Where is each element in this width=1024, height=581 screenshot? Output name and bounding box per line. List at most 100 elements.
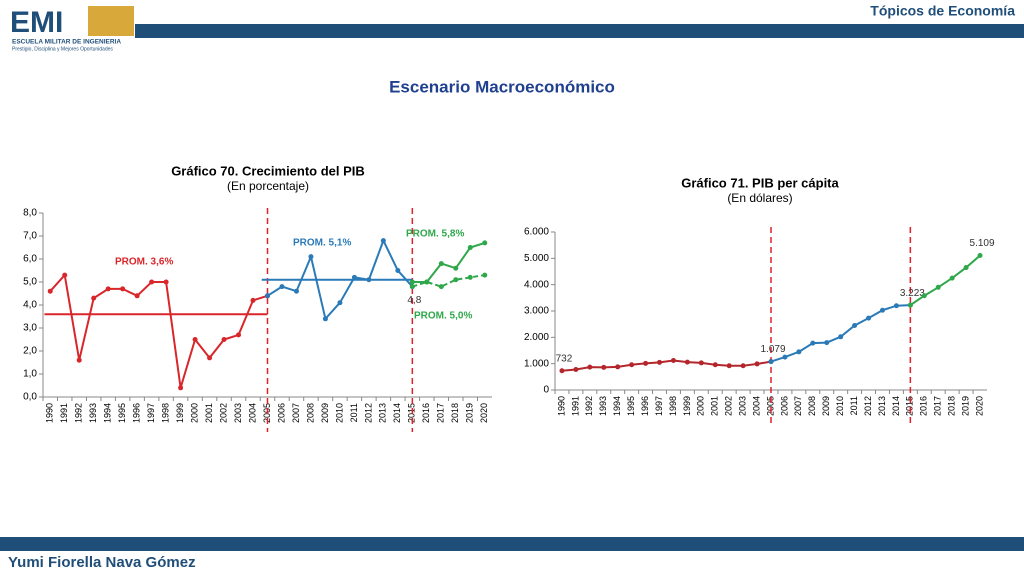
point <box>453 277 459 283</box>
point <box>192 337 198 342</box>
x-tick-label: 2010 <box>334 403 344 423</box>
y-tick-label: 1,0 <box>23 369 37 380</box>
x-tick-label: 1999 <box>175 403 185 423</box>
point <box>47 288 53 294</box>
y-tick-label: 0 <box>543 385 549 396</box>
chart-title: Gráfico 70. Crecimiento del PIB <box>171 163 365 178</box>
point <box>573 366 579 372</box>
x-tick-label: 2019 <box>465 403 475 423</box>
value-label: 5.109 <box>970 238 995 249</box>
average-label: PROM. 5,0% <box>414 311 472 322</box>
x-tick-label: 2018 <box>947 396 957 416</box>
y-tick-label: 1.000 <box>524 358 549 369</box>
point <box>893 303 899 309</box>
x-tick-label: 1990 <box>556 396 566 416</box>
x-tick-label: 1993 <box>598 396 608 416</box>
y-tick-label: 3,0 <box>23 323 37 334</box>
footer-bar <box>0 537 1024 551</box>
author: Yumi Fiorella Nava Gómez <box>8 554 196 571</box>
point <box>293 288 299 294</box>
y-tick-label: 4.000 <box>524 279 549 290</box>
point <box>963 265 969 271</box>
point <box>768 359 774 365</box>
y-tick-label: 2,0 <box>23 346 37 357</box>
point <box>782 354 788 360</box>
x-tick-label: 1991 <box>570 396 580 416</box>
point <box>91 295 97 301</box>
x-tick-label: 1999 <box>682 396 692 416</box>
x-tick-label: 1994 <box>612 396 622 416</box>
value-label: 3.223 <box>900 288 925 299</box>
value-label: 4,8 <box>407 295 421 306</box>
x-tick-label: 1996 <box>640 396 650 416</box>
x-tick-label: 2011 <box>849 396 859 415</box>
point <box>178 385 184 391</box>
point <box>163 279 169 285</box>
x-tick-label: 2008 <box>807 396 817 416</box>
series-line <box>909 254 981 306</box>
point <box>852 322 858 328</box>
x-tick-label: 2018 <box>450 403 460 423</box>
point <box>866 315 872 321</box>
average-label: PROM. 5,1% <box>293 238 351 249</box>
point <box>754 361 760 367</box>
point <box>615 364 621 370</box>
point <box>482 240 488 246</box>
slide-title: Escenario Macroeconómico <box>389 77 615 96</box>
point <box>424 279 430 285</box>
point <box>207 355 213 361</box>
x-tick-label: 2015 <box>905 396 915 416</box>
point <box>221 337 227 342</box>
x-tick-label: 1998 <box>668 396 678 416</box>
x-tick-label: 2017 <box>933 396 943 416</box>
x-tick-label: 2007 <box>793 396 803 416</box>
x-tick-label: 2016 <box>421 403 431 423</box>
x-tick-label: 1992 <box>74 403 84 423</box>
point <box>134 293 140 299</box>
x-tick-label: 2008 <box>305 403 315 423</box>
x-tick-label: 1993 <box>88 403 98 423</box>
x-tick-label: 2011 <box>349 403 359 422</box>
y-tick-label: 0,0 <box>23 392 37 403</box>
point <box>120 286 126 292</box>
point <box>657 359 663 365</box>
average-label: PROM. 3,6% <box>115 257 173 268</box>
x-tick-label: 1997 <box>146 403 156 423</box>
point <box>409 279 415 285</box>
point <box>351 274 357 280</box>
point <box>907 302 913 308</box>
x-tick-label: 2000 <box>189 403 199 423</box>
value-label: 732 <box>556 353 573 364</box>
point <box>698 360 704 366</box>
school: ESCUELA MILITAR DE INGENIERIA <box>12 39 121 46</box>
x-tick-label: 2004 <box>247 403 257 423</box>
x-tick-label: 2016 <box>919 396 929 416</box>
x-tick-label: 2002 <box>218 403 228 423</box>
x-tick-label: 1992 <box>584 396 594 416</box>
point <box>879 307 885 313</box>
series-line <box>770 304 911 363</box>
x-tick-label: 2009 <box>821 396 831 416</box>
x-tick-label: 1991 <box>59 403 69 423</box>
x-tick-label: 2020 <box>974 396 984 416</box>
point <box>921 293 927 299</box>
x-tick-label: 2007 <box>291 403 301 423</box>
point <box>684 359 690 365</box>
y-tick-label: 6,0 <box>23 254 37 265</box>
x-tick-label: 2013 <box>877 396 887 416</box>
y-tick-label: 5.000 <box>524 253 549 264</box>
motto: Prestigio, Disciplina y Mejores Oportuni… <box>12 46 113 52</box>
point <box>810 340 816 346</box>
x-tick-label: 2012 <box>863 396 873 416</box>
point <box>322 316 328 322</box>
x-tick-label: 1990 <box>45 403 55 423</box>
point <box>236 332 242 338</box>
x-tick-label: 2017 <box>436 403 446 423</box>
x-tick-label: 2000 <box>696 396 706 416</box>
logo: EMI <box>10 6 63 39</box>
y-tick-label: 5,0 <box>23 277 37 288</box>
point <box>149 279 155 285</box>
point <box>467 274 473 280</box>
chart-subtitle: (En porcentaje) <box>227 179 309 193</box>
